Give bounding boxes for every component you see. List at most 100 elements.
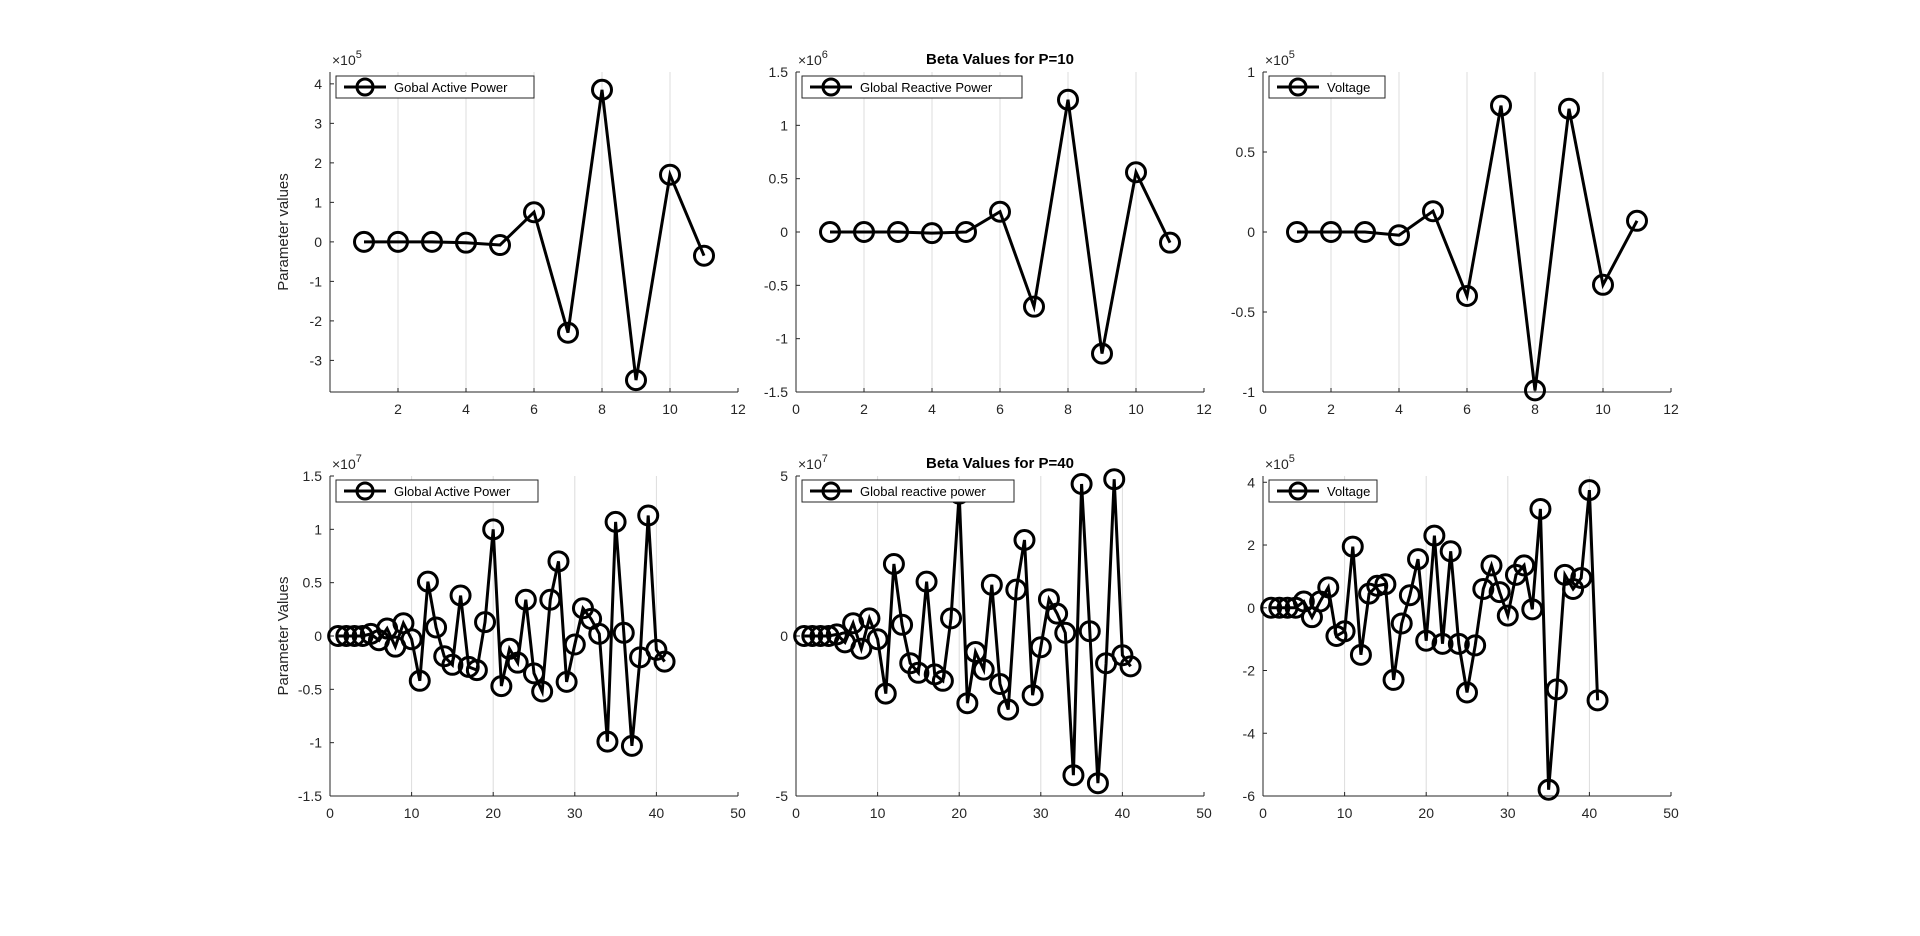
data-point-marker — [563, 633, 586, 656]
x-tick-label: 2 — [1327, 401, 1335, 417]
y-tick-label: 0 — [314, 628, 322, 644]
data-point-marker — [887, 221, 909, 243]
data-point-marker — [625, 369, 647, 392]
data-point-marker — [514, 588, 537, 611]
y-tick-label: -2 — [1243, 663, 1256, 679]
x-tick-label: 8 — [598, 401, 606, 417]
y-tick-label: 2 — [1247, 537, 1255, 553]
data-point-marker — [1159, 231, 1181, 254]
data-point-marker — [1422, 200, 1444, 223]
x-tick-label: 50 — [730, 805, 746, 821]
x-tick-label: 6 — [1463, 401, 1471, 417]
x-tick-label: 10 — [870, 805, 886, 821]
data-point-marker — [408, 669, 431, 692]
data-point-marker — [1431, 632, 1454, 655]
data-point-marker — [1578, 479, 1601, 502]
exponent-power: 7 — [822, 453, 828, 465]
series-line — [338, 515, 666, 747]
data-point-marker — [1439, 540, 1462, 563]
data-point-marker — [809, 625, 832, 647]
data-point-marker — [1390, 612, 1413, 635]
data-point-marker — [343, 625, 366, 647]
data-point-marker — [955, 221, 977, 243]
data-point-marker — [421, 230, 443, 253]
x-tick-label: 30 — [567, 805, 583, 821]
data-point-marker — [1320, 221, 1342, 243]
data-point-marker — [555, 670, 578, 693]
data-point-marker — [612, 621, 635, 644]
data-point-marker — [1349, 643, 1372, 666]
data-point-marker — [1521, 598, 1544, 621]
data-point-marker — [659, 163, 681, 186]
data-point-marker — [972, 658, 995, 681]
data-point-marker — [489, 234, 511, 257]
data-point-marker — [801, 625, 824, 647]
data-point-marker — [1464, 634, 1487, 657]
y-tick-label: 3 — [314, 115, 322, 131]
x-tick-label: 30 — [1500, 805, 1516, 821]
data-point-marker — [482, 518, 505, 541]
data-point-marker — [921, 222, 943, 245]
x-tick-label: 0 — [1259, 805, 1267, 821]
data-point-marker — [1496, 604, 1519, 627]
x-tick-label: 8 — [1064, 401, 1072, 417]
x-tick-label: 4 — [1395, 401, 1403, 417]
data-point-marker — [1488, 581, 1511, 604]
data-point-marker — [637, 504, 660, 527]
exponent-power: 5 — [1289, 49, 1295, 61]
data-point-marker — [956, 692, 979, 715]
data-point-marker — [1023, 295, 1045, 318]
data-point-marker — [449, 584, 472, 607]
exponent-base: ×10 — [798, 52, 822, 68]
data-point-marker — [1537, 778, 1560, 801]
data-point-marker — [858, 607, 881, 630]
y-tick-label: 1 — [314, 521, 322, 537]
data-point-marker — [506, 651, 529, 674]
data-point-marker — [866, 628, 889, 651]
chart-title: Beta Values for P=10 — [926, 51, 1074, 68]
legend-label: Gobal Active Power — [394, 80, 508, 95]
y-tick-label: -2 — [310, 313, 323, 329]
subplot-3: 0 2 4 6 8 10 12 -1 -0.5 0 0.5 1 ×105 Voltage — [1231, 49, 1679, 417]
chart-title: Beta Values for P=40 — [926, 455, 1074, 472]
y-tick-label: 1 — [314, 194, 322, 210]
data-point-marker — [653, 650, 676, 673]
axis-exponent-label: ×107 — [332, 453, 362, 472]
data-point-marker — [1398, 584, 1421, 607]
y-tick-label: 1 — [1247, 64, 1255, 80]
legend-marker — [821, 481, 841, 501]
x-tick-label: 10 — [1337, 805, 1353, 821]
y-tick-label: -1 — [310, 273, 323, 289]
y-tick-label: -0.5 — [298, 681, 322, 697]
axis-exponent-label: ×107 — [798, 453, 828, 472]
data-point-marker — [1456, 285, 1478, 307]
data-point-marker — [1029, 636, 1052, 659]
data-point-marker — [1317, 576, 1340, 599]
y-tick-label: 5 — [780, 468, 788, 484]
data-point-marker — [1407, 548, 1430, 571]
y-tick-label: -1 — [776, 331, 789, 347]
data-point-marker — [335, 625, 358, 647]
legend-box — [801, 75, 1023, 99]
exponent-power: 5 — [1289, 453, 1295, 465]
x-tick-label: 6 — [530, 401, 538, 417]
data-point-marker — [441, 653, 464, 676]
exponent-power: 5 — [356, 49, 362, 61]
exponent-base: ×10 — [798, 456, 822, 472]
x-tick-label: 10 — [1595, 401, 1611, 417]
data-point-marker — [1005, 578, 1028, 601]
data-point-marker — [1382, 668, 1405, 691]
subplot-2: 0 2 4 6 8 10 12-1.5-1-0.500.511.5×106 Beta Valu… — [764, 49, 1212, 417]
axis-exponent-label: ×105 — [1265, 453, 1295, 472]
data-point-marker — [1490, 94, 1512, 117]
data-point-marker — [1472, 577, 1495, 600]
y-tick-label: -4 — [1243, 725, 1256, 741]
x-tick-label: 12 — [1663, 401, 1679, 417]
data-point-marker — [474, 611, 497, 634]
y-tick-label: -0.5 — [1231, 304, 1255, 320]
data-point-marker — [1054, 621, 1077, 644]
data-point-marker — [853, 221, 875, 243]
data-point-marker — [1091, 342, 1113, 365]
x-tick-label: 40 — [1115, 805, 1131, 821]
